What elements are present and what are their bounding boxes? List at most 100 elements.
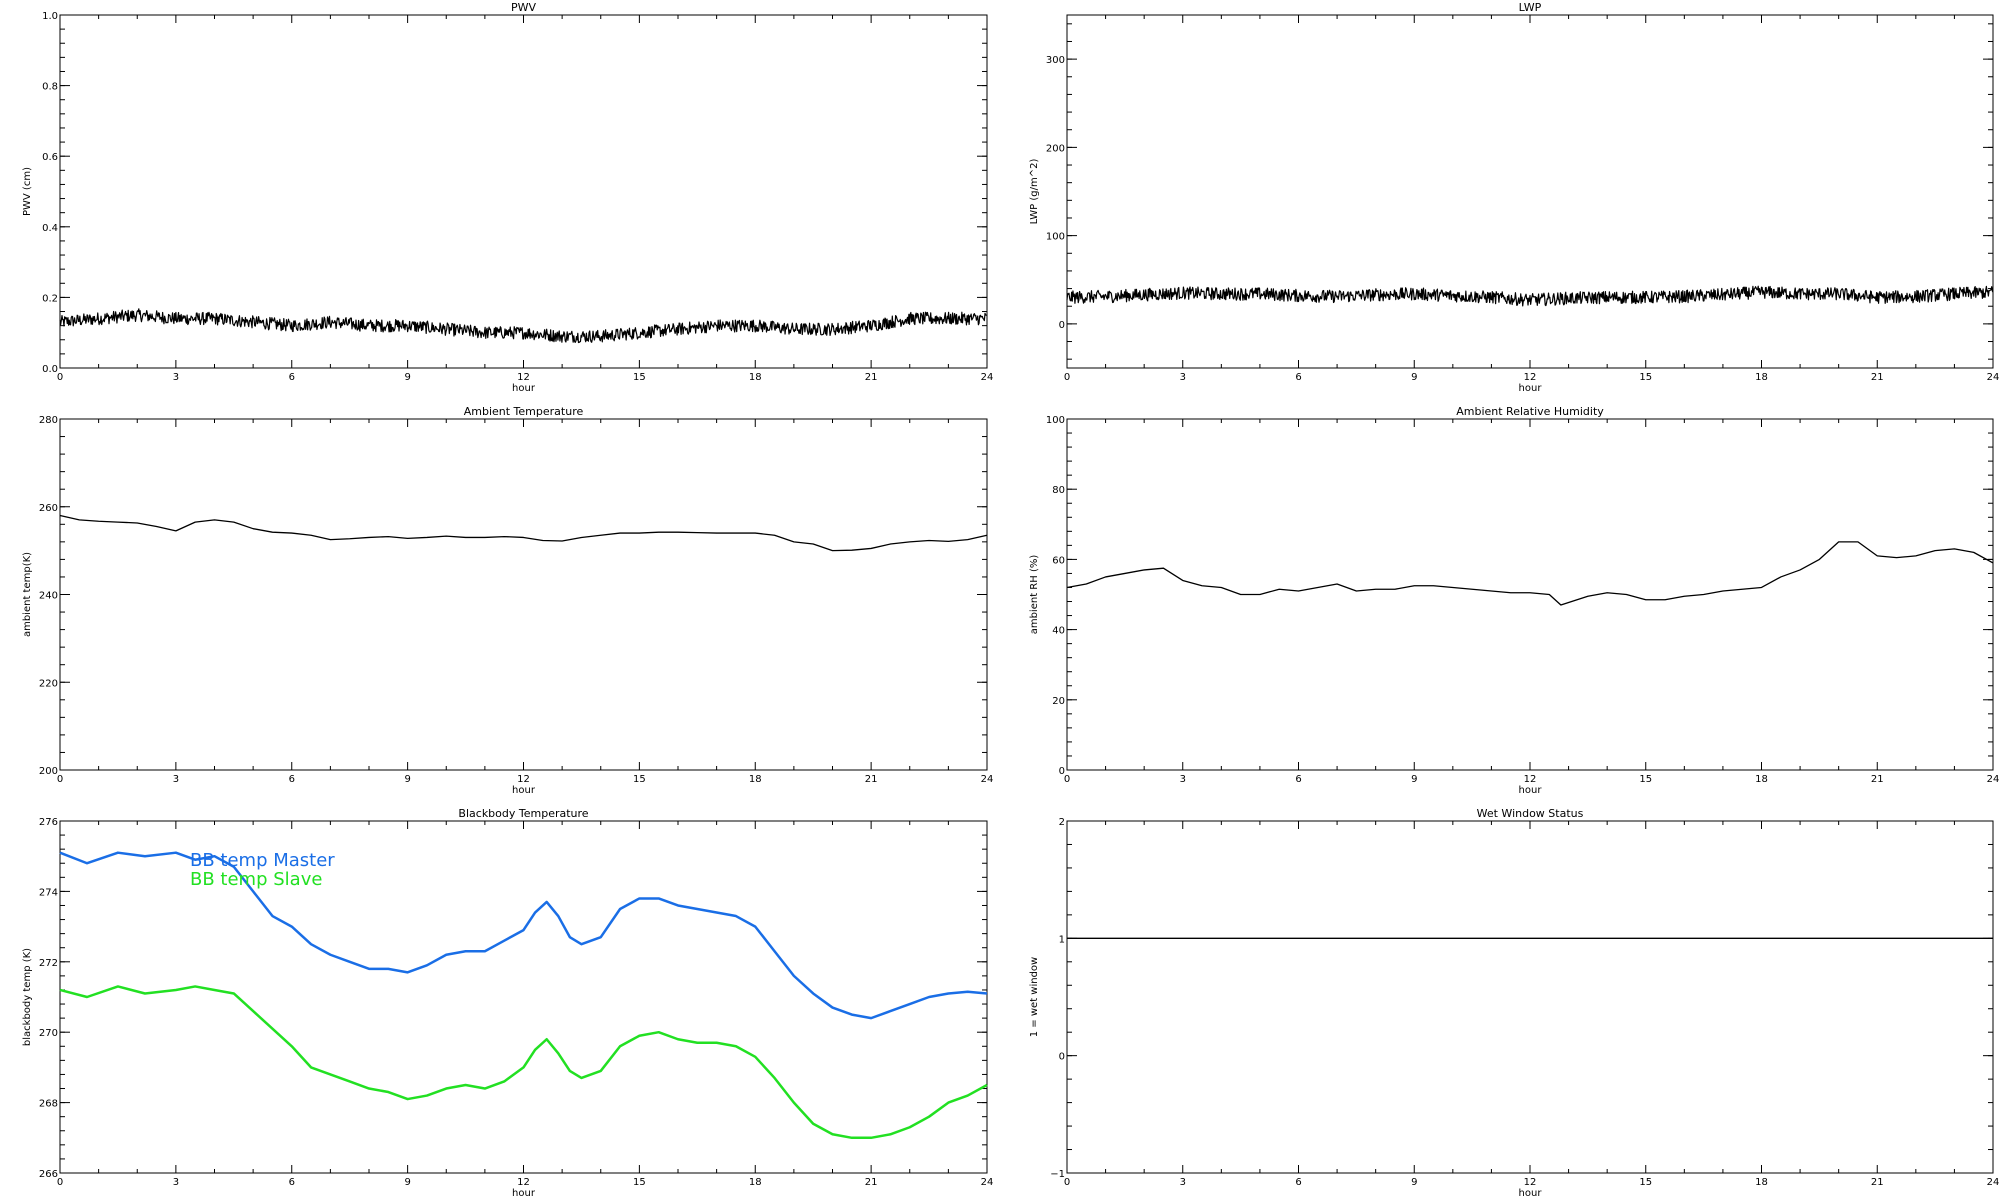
x-tick-label: 18: [749, 774, 762, 785]
chart-title: Ambient Temperature: [464, 405, 584, 418]
x-tick-label: 3: [173, 1177, 179, 1188]
y-tick-label: 260: [39, 503, 58, 514]
y-axis-label: 1 = wet window: [1029, 957, 1040, 1037]
x-tick-label: 21: [865, 774, 878, 785]
x-tick-label: 9: [404, 1177, 410, 1188]
y-tick-label: 100: [1046, 415, 1065, 426]
x-tick-label: 12: [517, 774, 530, 785]
x-tick-label: 12: [1524, 372, 1537, 383]
chart-title: PWV: [511, 1, 537, 14]
series-line-0: [1066, 541, 1994, 606]
x-tick-label: 0: [1064, 774, 1070, 785]
y-tick-label: 300: [1046, 55, 1065, 66]
y-tick-label: 272: [39, 958, 58, 969]
x-tick-label: 9: [1411, 372, 1417, 383]
x-tick-label: 3: [1180, 774, 1186, 785]
y-tick-label: 276: [39, 817, 58, 828]
panel-3: Ambient Relative Humidity 0 3 6 9 12 15 18 21 24 0…: [1029, 405, 1999, 796]
y-tick-label: 280: [39, 415, 58, 426]
series-line-0: [1066, 285, 1994, 307]
legend-entry: BB temp Master: [190, 850, 335, 871]
y-tick-label: 40: [1052, 626, 1065, 637]
y-tick-label: 0: [1059, 1052, 1065, 1063]
x-tick-label: 15: [633, 1177, 646, 1188]
x-tick-label: 15: [1639, 372, 1652, 383]
plot-frame: [59, 418, 988, 771]
y-tick-label: −1: [1050, 1169, 1065, 1180]
x-tick-label: 12: [517, 1177, 530, 1188]
plot-frame: [1066, 14, 1994, 369]
x-tick-label: 15: [633, 774, 646, 785]
y-tick-label: 266: [39, 1169, 58, 1180]
x-tick-label: 6: [289, 774, 295, 785]
x-tick-label: 24: [981, 372, 994, 383]
x-tick-label: 9: [404, 372, 410, 383]
series-line-1: [59, 985, 988, 1140]
plot-frame: [1066, 820, 1994, 1174]
y-tick-label: 1: [1059, 934, 1065, 945]
x-tick-label: 24: [1987, 1177, 2000, 1188]
x-tick-label: 3: [1180, 372, 1186, 383]
y-tick-label: 240: [39, 591, 58, 602]
x-axis-label: hour: [512, 383, 536, 394]
panel-2: Ambient Temperature 0 3 6 9 12 15 18 21 24 200 220 2…: [22, 405, 993, 796]
y-tick-label: 270: [39, 1028, 58, 1039]
panel-0: PWV 0 3 6 9 12 15 18 21 24 0.0 0.2 0.4 0.6 0.8 1.0 hour P…: [22, 1, 993, 394]
y-tick-label: 0.4: [42, 223, 58, 234]
x-tick-label: 3: [1180, 1177, 1186, 1188]
x-tick-label: 9: [1411, 774, 1417, 785]
x-tick-label: 21: [1871, 774, 1884, 785]
y-tick-label: 274: [39, 887, 58, 898]
panel-4: Blackbody Temperature 0 3 6 9 12 15 18 21 24 266 26…: [22, 807, 993, 1199]
x-tick-label: 21: [1871, 1177, 1884, 1188]
x-tick-label: 6: [1295, 1177, 1301, 1188]
y-axis-label: blackbody temp (K): [22, 948, 33, 1046]
y-tick-label: 20: [1052, 696, 1065, 707]
y-tick-label: 0.6: [42, 152, 58, 163]
y-tick-label: 268: [39, 1099, 58, 1110]
y-tick-label: 0: [1059, 766, 1065, 777]
x-axis-label: hour: [512, 785, 536, 796]
x-tick-label: 0: [57, 1177, 63, 1188]
y-tick-label: 0.2: [42, 293, 58, 304]
y-tick-label: 80: [1052, 485, 1065, 496]
x-tick-label: 0: [57, 774, 63, 785]
x-tick-label: 3: [173, 372, 179, 383]
legend-entry: BB temp Slave: [190, 869, 322, 890]
x-tick-label: 15: [633, 372, 646, 383]
x-tick-label: 24: [1987, 372, 2000, 383]
x-tick-label: 21: [865, 372, 878, 383]
chart-title: Blackbody Temperature: [458, 807, 588, 820]
x-axis-label: hour: [1519, 1188, 1543, 1199]
x-tick-label: 0: [57, 372, 63, 383]
plot-frame: [1066, 418, 1994, 771]
x-axis-label: hour: [512, 1188, 536, 1199]
series-line-0: [59, 308, 988, 344]
x-axis-label: hour: [1519, 383, 1543, 394]
y-tick-label: 200: [1046, 143, 1065, 154]
x-tick-label: 15: [1639, 774, 1652, 785]
y-axis-label: ambient temp(K): [22, 552, 33, 637]
x-tick-label: 18: [1755, 372, 1768, 383]
x-tick-label: 12: [1524, 774, 1537, 785]
x-tick-label: 6: [1295, 372, 1301, 383]
x-tick-label: 0: [1064, 1177, 1070, 1188]
y-axis-label: LWP (g/m^2): [1029, 159, 1040, 225]
y-tick-label: 220: [39, 678, 58, 689]
y-axis-label: ambient RH (%): [1029, 555, 1040, 635]
chart-title: Ambient Relative Humidity: [1456, 405, 1604, 418]
x-tick-label: 24: [981, 774, 994, 785]
x-tick-label: 3: [173, 774, 179, 785]
x-tick-label: 6: [289, 1177, 295, 1188]
x-tick-label: 24: [1987, 774, 2000, 785]
x-tick-label: 15: [1639, 1177, 1652, 1188]
x-tick-label: 18: [1755, 774, 1768, 785]
x-tick-label: 21: [1871, 372, 1884, 383]
series-line-0: [59, 514, 988, 552]
chart-title: LWP: [1519, 1, 1542, 14]
y-tick-label: 2: [1059, 817, 1065, 828]
y-tick-label: 0: [1059, 320, 1065, 331]
x-tick-label: 18: [749, 372, 762, 383]
